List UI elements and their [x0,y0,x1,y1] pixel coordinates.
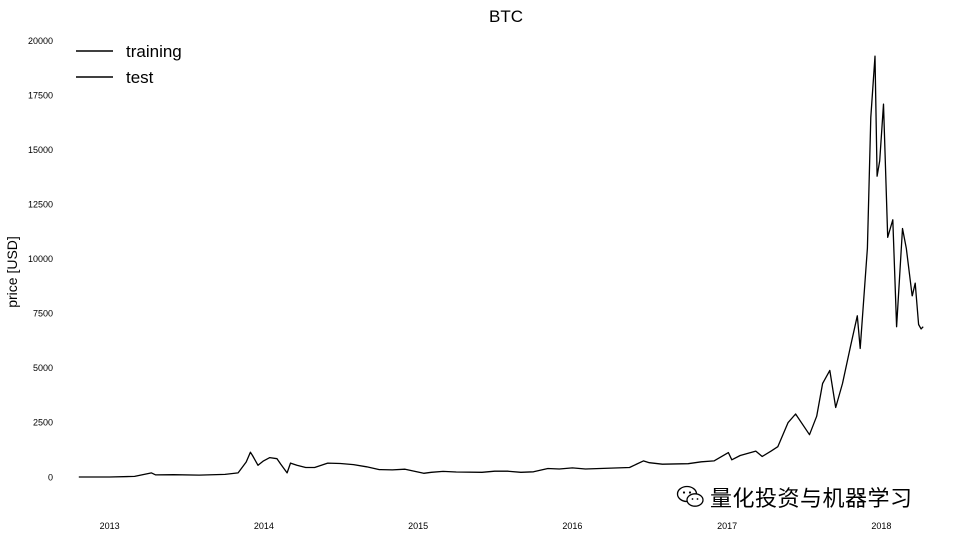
series-line-training [78,55,913,478]
x-tick-label: 2014 [254,521,274,531]
chart-title: BTC [489,7,523,26]
x-tick-label: 2015 [408,521,428,531]
x-tick-label: 2016 [562,521,582,531]
x-axis-ticks: 2013 2014 2015 2016 2017 2018 [100,521,892,531]
series-line-test [911,282,924,330]
watermark: 量化投资与机器学习 [676,482,913,512]
legend-label-test: test [126,68,154,87]
y-tick-label: 0 [48,472,53,482]
legend: training test [76,42,182,87]
x-tick-label: 2018 [871,521,891,531]
y-axis-ticks: 20000 17500 15000 12500 10000 7500 5000 2500 0 [28,36,53,482]
wechat-icon [676,485,704,507]
y-tick-label: 7500 [33,309,53,319]
y-tick-label: 12500 [28,200,53,210]
y-axis-label: price [USD] [4,236,20,308]
watermark-text: 量化投资与机器学习 [710,487,913,512]
x-tick-label: 2017 [717,521,737,531]
y-tick-label: 5000 [33,363,53,373]
x-tick-label: 2013 [100,521,120,531]
y-tick-label: 10000 [28,254,53,264]
y-tick-label: 20000 [28,36,53,46]
y-tick-label: 2500 [33,418,53,428]
legend-label-training: training [126,42,182,61]
series-layer [78,55,924,478]
y-tick-label: 15000 [28,145,53,155]
y-tick-label: 17500 [28,90,53,100]
